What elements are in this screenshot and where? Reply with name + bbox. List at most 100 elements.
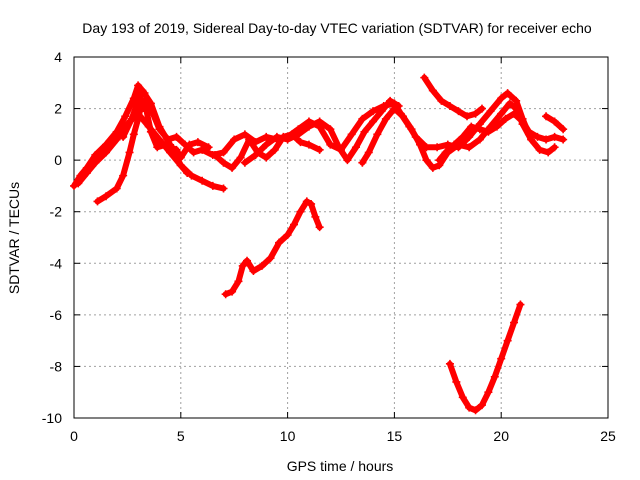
data-point	[407, 125, 416, 134]
data-point	[458, 132, 467, 141]
data-point	[326, 140, 335, 149]
data-point	[428, 163, 437, 172]
data-point	[503, 336, 512, 345]
data-point	[377, 107, 386, 116]
data-point	[210, 150, 219, 159]
data-point	[433, 143, 442, 152]
data-point	[559, 125, 568, 134]
data-point	[251, 150, 260, 159]
data-point	[228, 163, 237, 172]
data-point	[134, 96, 143, 105]
y-tick-label: -10	[42, 410, 62, 426]
series-line	[421, 74, 485, 120]
data-point	[503, 89, 512, 98]
x-tick-label: 15	[387, 428, 403, 444]
data-point	[272, 132, 281, 141]
data-point	[82, 169, 91, 178]
data-point	[155, 122, 164, 131]
data-point	[172, 132, 181, 141]
series-line	[222, 198, 323, 298]
y-tick-label: -2	[50, 204, 63, 220]
data-point	[198, 176, 207, 185]
data-point	[347, 130, 356, 139]
data-point	[343, 156, 352, 165]
data-point	[315, 117, 324, 126]
data-point	[266, 254, 275, 263]
data-point	[283, 230, 292, 239]
data-point	[146, 99, 155, 108]
data-point	[369, 117, 378, 126]
data-point	[454, 107, 463, 116]
x-tick-label: 20	[493, 428, 509, 444]
data-point	[187, 171, 196, 180]
data-point	[236, 153, 245, 162]
series-sat-f	[240, 96, 403, 167]
data-point	[510, 318, 519, 327]
data-point	[512, 96, 521, 105]
data-point	[219, 148, 228, 157]
data-point	[422, 156, 431, 165]
data-point	[125, 148, 134, 157]
y-axis-label: SDTVAR / TECUs	[6, 182, 22, 294]
data-point	[441, 148, 450, 157]
series-line	[446, 301, 524, 414]
data-point	[262, 140, 271, 149]
series-sat-h	[420, 73, 486, 121]
data-point	[484, 127, 493, 136]
data-point	[386, 96, 395, 105]
data-point	[119, 132, 128, 141]
data-point	[283, 135, 292, 144]
data-point	[465, 403, 474, 412]
data-point	[315, 145, 324, 154]
data-point	[134, 81, 143, 90]
data-point	[452, 377, 461, 386]
y-tick-label: -8	[50, 358, 63, 374]
data-point	[463, 112, 472, 121]
data-point	[221, 290, 230, 299]
data-point	[486, 107, 495, 116]
data-point	[437, 96, 446, 105]
data-point	[428, 86, 437, 95]
data-point	[373, 130, 382, 139]
data-point	[296, 138, 305, 147]
data-point	[204, 143, 213, 152]
data-point	[112, 184, 121, 193]
data-point	[435, 156, 444, 165]
data-point	[490, 372, 499, 381]
data-point	[492, 122, 501, 131]
data-point	[527, 135, 536, 144]
data-point	[505, 99, 514, 108]
y-tick-label: 4	[54, 49, 62, 65]
series-sat-i	[435, 109, 568, 165]
data-point	[390, 104, 399, 113]
series-sat-d	[119, 86, 192, 178]
data-point	[559, 135, 568, 144]
data-point	[360, 127, 369, 136]
x-tick-label: 10	[280, 428, 296, 444]
data-point	[249, 267, 258, 276]
data-point	[458, 393, 467, 402]
data-point	[450, 140, 459, 149]
data-point	[533, 132, 542, 141]
data-point	[91, 158, 100, 167]
data-point	[183, 169, 192, 178]
data-point	[416, 140, 425, 149]
data-point	[91, 150, 100, 159]
data-point	[516, 300, 525, 309]
y-tick-label: -4	[50, 255, 63, 271]
data-point	[497, 354, 506, 363]
data-point	[142, 107, 151, 116]
x-tick-label: 0	[70, 428, 78, 444]
data-point	[240, 130, 249, 139]
data-point	[243, 256, 252, 265]
data-point	[112, 135, 121, 144]
chart-title: Day 193 of 2019, Sidereal Day-to-day VTE…	[82, 20, 592, 36]
data-point	[535, 145, 544, 154]
data-point	[542, 135, 551, 144]
y-tick-label: 2	[54, 101, 62, 117]
data-point	[465, 143, 474, 152]
data-point	[445, 101, 454, 110]
data-point	[153, 143, 162, 152]
data-point	[471, 406, 480, 415]
